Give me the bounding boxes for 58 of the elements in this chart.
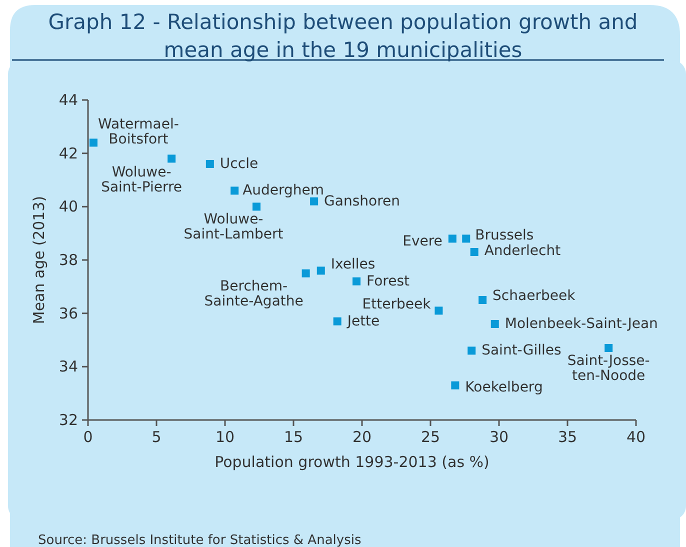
y-tick-label: 32 bbox=[58, 411, 78, 429]
point bbox=[89, 138, 98, 147]
point bbox=[168, 154, 176, 163]
point bbox=[310, 197, 318, 206]
annotation: Woluwe- Saint-Pierre bbox=[101, 164, 182, 196]
point bbox=[604, 344, 613, 352]
point bbox=[333, 317, 342, 326]
y-tick-label: 42 bbox=[58, 144, 78, 162]
y-tick-label: 44 bbox=[58, 91, 78, 109]
point bbox=[490, 320, 499, 328]
point bbox=[252, 202, 261, 211]
point bbox=[206, 160, 214, 168]
x-tick-label: 15 bbox=[284, 428, 304, 446]
y-tick-label: 34 bbox=[58, 358, 78, 376]
point bbox=[316, 266, 325, 275]
annotation: Uccle bbox=[220, 156, 258, 172]
point bbox=[434, 306, 443, 315]
annotation: Etterbeek bbox=[362, 296, 432, 313]
x-tick-label: 30 bbox=[489, 428, 509, 446]
annotation: Berchem- Sainte-Agathe bbox=[204, 278, 304, 310]
point bbox=[352, 277, 361, 286]
y-axis-title: Mean age (2013) bbox=[30, 196, 48, 324]
point bbox=[451, 381, 460, 390]
x-tick-label: 25 bbox=[420, 428, 440, 446]
annotation: Watermael- Boitsfort bbox=[98, 116, 179, 148]
source-note: Source: Brussels Institute for Statistics & Analysis bbox=[38, 533, 362, 547]
x-tick-label: 40 bbox=[626, 428, 646, 446]
x-tick-label: 5 bbox=[152, 428, 162, 446]
annotation: Koekelberg bbox=[465, 379, 543, 396]
x-tick-label: 10 bbox=[215, 428, 235, 446]
x-tick-label: 20 bbox=[352, 428, 372, 446]
point bbox=[462, 234, 470, 243]
point bbox=[478, 296, 487, 304]
annotation: Molenbeek-Saint-Jean bbox=[504, 316, 658, 332]
annotation: Woluwe- Saint-Lambert bbox=[184, 212, 284, 243]
annotation: Evere bbox=[402, 234, 442, 250]
annotation: Ixelles bbox=[330, 256, 376, 273]
point bbox=[302, 269, 310, 278]
x-tick-label: 35 bbox=[558, 428, 578, 446]
annotation: Saint-Gilles bbox=[482, 342, 562, 359]
annotation: Auderghem bbox=[242, 182, 324, 199]
point bbox=[468, 346, 476, 355]
x-axis-title: Population growth 1993-2013 (as %) bbox=[214, 453, 490, 471]
point bbox=[448, 234, 456, 243]
annotation: Ganshoren bbox=[324, 193, 400, 210]
y-tick-label: 36 bbox=[58, 304, 78, 322]
annotation: Jette bbox=[346, 313, 380, 330]
annotation: Anderlecht bbox=[484, 243, 562, 259]
point bbox=[470, 248, 478, 256]
chart-title: Graph 12 - Relationship between population growth and mean age in the 19 municipalities bbox=[48, 10, 638, 62]
point bbox=[230, 186, 239, 195]
annotation: Forest bbox=[366, 273, 410, 290]
annotation: Brussels bbox=[475, 228, 534, 244]
y-tick-label: 38 bbox=[58, 251, 78, 269]
x-tick-label: 0 bbox=[83, 428, 93, 446]
annotation: Schaerbeek bbox=[492, 288, 576, 304]
y-tick-label: 40 bbox=[58, 198, 78, 216]
annotation: Saint-Josse- ten-Noode bbox=[567, 353, 650, 384]
